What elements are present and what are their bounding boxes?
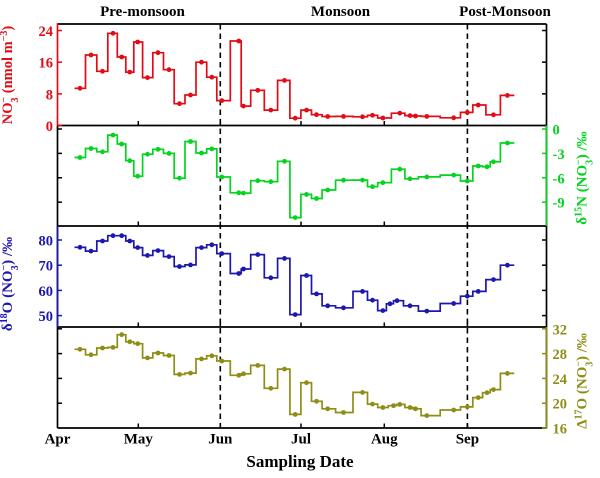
svg-text:Pre-monsoon: Pre-monsoon bbox=[100, 4, 185, 20]
svg-text:50: 50 bbox=[39, 309, 54, 325]
svg-text:δ15N (NO3−) /‰: δ15N (NO3−) /‰ bbox=[573, 131, 595, 224]
svg-text:Δ17O (NO3−) /‰: Δ17O (NO3−) /‰ bbox=[573, 333, 595, 429]
svg-text:20: 20 bbox=[553, 397, 568, 413]
svg-text:-6: -6 bbox=[553, 171, 565, 187]
svg-text:Apr: Apr bbox=[45, 432, 71, 448]
svg-text:0: 0 bbox=[553, 123, 560, 139]
svg-text:May: May bbox=[124, 432, 154, 448]
svg-text:Monsoon: Monsoon bbox=[311, 4, 371, 20]
svg-text:Sampling Date: Sampling Date bbox=[246, 452, 354, 471]
svg-text:Jun: Jun bbox=[208, 432, 233, 448]
svg-text:24: 24 bbox=[553, 372, 568, 388]
svg-text:16: 16 bbox=[553, 422, 568, 438]
svg-text:-3: -3 bbox=[553, 147, 565, 163]
svg-text:24: 24 bbox=[39, 24, 54, 40]
svg-text:28: 28 bbox=[553, 347, 568, 363]
svg-text:70: 70 bbox=[39, 259, 54, 275]
svg-text:-9: -9 bbox=[553, 196, 565, 212]
svg-text:16: 16 bbox=[39, 56, 54, 72]
svg-text:NO3− (nmol m−3): NO3− (nmol m−3) bbox=[0, 26, 21, 125]
svg-text:Sep: Sep bbox=[456, 432, 479, 448]
svg-text:0: 0 bbox=[46, 119, 53, 135]
svg-text:80: 80 bbox=[39, 234, 54, 250]
svg-text:32: 32 bbox=[553, 322, 568, 338]
svg-text:8: 8 bbox=[46, 87, 53, 103]
svg-text:Aug: Aug bbox=[371, 432, 398, 448]
svg-text:Post-Monsoon: Post-Monsoon bbox=[459, 4, 551, 20]
svg-text:δ18O (NO3−) /‰: δ18O (NO3−) /‰ bbox=[0, 237, 21, 331]
svg-text:60: 60 bbox=[39, 284, 54, 300]
svg-text:Jul: Jul bbox=[291, 432, 311, 448]
